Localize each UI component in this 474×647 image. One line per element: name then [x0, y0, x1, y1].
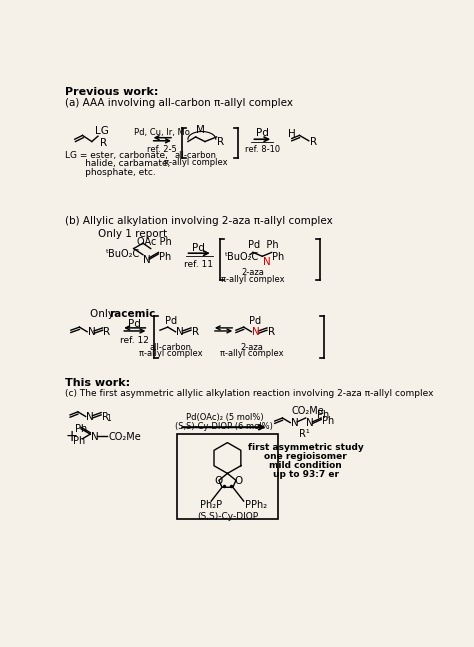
Text: N: N [307, 418, 314, 428]
Text: (a) AAA involving all-carbon π-allyl complex: (a) AAA involving all-carbon π-allyl com… [65, 98, 293, 107]
Text: Ph: Ph [317, 410, 329, 421]
Text: mild condition: mild condition [269, 461, 342, 470]
Text: N: N [263, 257, 271, 267]
Text: N: N [91, 432, 99, 442]
Text: N: N [143, 255, 151, 265]
Text: N: N [176, 327, 184, 337]
Text: ref. 2-5: ref. 2-5 [147, 146, 177, 155]
Text: Ph₂P: Ph₂P [201, 499, 222, 510]
Text: π-allyl complex: π-allyl complex [221, 275, 285, 284]
Text: R: R [100, 138, 107, 148]
Text: 2-aza: 2-aza [240, 342, 263, 351]
Text: (S,S)-Cy-DIOP (6 mol%): (S,S)-Cy-DIOP (6 mol%) [175, 422, 273, 431]
Text: Ph: Ph [75, 424, 87, 434]
Text: Only 1 report: Only 1 report [98, 228, 167, 239]
Text: +: + [65, 429, 78, 444]
Text: R: R [103, 327, 110, 337]
Text: LG: LG [95, 126, 109, 136]
Text: one regioisomer: one regioisomer [264, 452, 347, 461]
Text: O: O [214, 476, 222, 486]
Text: Only: Only [90, 309, 118, 318]
Text: Pd: Pd [256, 129, 269, 138]
Text: π-allyl complex: π-allyl complex [219, 349, 283, 358]
Text: 1: 1 [107, 414, 111, 423]
Text: Ph: Ph [273, 252, 284, 263]
Text: Pd: Pd [164, 316, 177, 326]
Text: (b) Allylic alkylation involving 2-aza π-allyl complex: (b) Allylic alkylation involving 2-aza π… [65, 216, 333, 226]
Text: LG = ester, carbonate,: LG = ester, carbonate, [65, 151, 168, 160]
Text: ᵗBuO₂C: ᵗBuO₂C [224, 252, 259, 263]
Text: Pd: Pd [192, 243, 205, 253]
Text: R: R [310, 137, 317, 147]
Text: Previous work:: Previous work: [65, 87, 159, 97]
Text: all-carbon: all-carbon [174, 151, 217, 160]
Text: N: N [88, 327, 96, 337]
Text: H: H [288, 129, 296, 139]
Text: R: R [102, 412, 109, 422]
Text: π-allyl complex: π-allyl complex [164, 158, 228, 167]
Text: CO₂Me: CO₂Me [108, 432, 141, 442]
Text: R: R [268, 327, 275, 337]
Text: (S,S)-Cy-DIOP: (S,S)-Cy-DIOP [197, 512, 258, 521]
Text: N: N [86, 412, 94, 422]
Text: all-carbon: all-carbon [150, 342, 192, 351]
Text: (c) The first asymmetric allylic alkylation reaction involving 2-aza π-allyl com: (c) The first asymmetric allylic alkylat… [65, 389, 434, 398]
Text: 2-aza: 2-aza [242, 268, 264, 277]
Text: OAc Ph: OAc Ph [137, 237, 172, 247]
Text: Pd: Pd [249, 316, 261, 326]
Text: π-allyl complex: π-allyl complex [139, 349, 203, 358]
Text: M: M [196, 125, 205, 135]
Text: Pd(OAc)₂ (5 mol%): Pd(OAc)₂ (5 mol%) [185, 413, 263, 422]
Text: Ph: Ph [73, 435, 85, 446]
Text: CO₂Me: CO₂Me [292, 406, 325, 415]
Text: first asymmetric study: first asymmetric study [248, 443, 364, 452]
Text: ref. 12: ref. 12 [120, 336, 149, 345]
Text: Pd, Cu, Ir, Mo: Pd, Cu, Ir, Mo [135, 129, 190, 137]
Text: halide, carbamate,: halide, carbamate, [65, 159, 171, 168]
Text: O: O [235, 476, 243, 486]
Text: R¹: R¹ [300, 429, 310, 439]
Text: Pd  Ph: Pd Ph [248, 240, 279, 250]
FancyBboxPatch shape [177, 434, 278, 519]
Text: Pd: Pd [128, 320, 141, 329]
Text: racemic: racemic [109, 309, 156, 318]
Text: PPh₂: PPh₂ [245, 499, 267, 510]
Text: N: N [291, 418, 299, 428]
Text: Ph: Ph [322, 417, 334, 426]
Text: phosphate, etc.: phosphate, etc. [65, 168, 156, 177]
Text: ᵗBuO₂C: ᵗBuO₂C [106, 249, 140, 259]
Text: ref. 8-10: ref. 8-10 [245, 146, 280, 155]
Text: Ph: Ph [159, 252, 172, 263]
Text: N: N [252, 327, 260, 337]
Text: ref. 11: ref. 11 [184, 260, 213, 269]
Text: R: R [218, 137, 225, 147]
Text: This work:: This work: [65, 378, 130, 388]
Text: R: R [192, 327, 199, 337]
Text: up to 93:7 er: up to 93:7 er [273, 470, 339, 479]
